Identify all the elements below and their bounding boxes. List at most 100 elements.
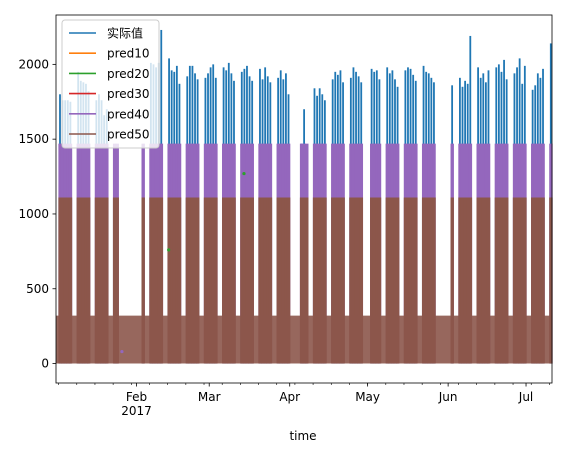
- pred50-peak-11: [97, 197, 101, 364]
- pred50-peak-60: [305, 197, 309, 364]
- pred50-peak-119: [538, 197, 543, 364]
- pred50-peak-98: [463, 197, 467, 364]
- pred50-peak-28: [185, 197, 190, 364]
- pred50-peak-12: [99, 197, 104, 364]
- legend-label-4: pred40: [107, 107, 150, 121]
- pred50-peak-51: [266, 197, 270, 364]
- x-tick-sublabel-0: 2017: [121, 404, 152, 418]
- pred50-peak-2: [63, 197, 67, 364]
- pred50-peak-16: [115, 197, 119, 364]
- pred50-peak-92: [427, 197, 431, 364]
- pred50-peak-67: [333, 197, 338, 364]
- pred50-peak-74: [357, 197, 361, 364]
- pred50-peak-79: [377, 197, 382, 364]
- pred50-peak-77: [372, 197, 377, 364]
- pred50-peak-7: [81, 197, 86, 364]
- pred50-peak-90: [421, 197, 426, 364]
- pred50-peak-38: [221, 197, 226, 364]
- pred50-peak-101: [476, 197, 480, 364]
- legend-box: [61, 19, 160, 149]
- pred50-peak-117: [533, 197, 538, 364]
- pred50-peak-33: [203, 197, 208, 364]
- x-tick-label-2: Apr: [279, 390, 300, 404]
- x-axis-label: time: [289, 429, 316, 443]
- pred50-peak-0: [58, 197, 62, 364]
- pred50-peak-70: [341, 197, 345, 364]
- pred50-peak-5: [76, 197, 80, 364]
- pred50-peak-93: [429, 197, 434, 364]
- pred50-peak-80: [385, 197, 390, 364]
- pred50-peak-19: [151, 197, 156, 364]
- pred50-peak-62: [315, 197, 319, 364]
- pred50-peak-42: [232, 197, 236, 364]
- pred50-peak-58: [299, 197, 304, 364]
- pred50-peak-8: [84, 197, 88, 364]
- pred50-peak-107: [497, 197, 501, 364]
- pred50-peak-57: [286, 197, 291, 364]
- pred50-peak-96: [458, 197, 462, 364]
- pred50-peak-44: [242, 197, 247, 364]
- pred50-peak-43: [240, 197, 244, 364]
- y-tick-label-3: 1500: [18, 132, 49, 146]
- pred50-peak-15: [112, 197, 117, 364]
- pred50-peak-103: [481, 197, 486, 364]
- pred50-peak-6: [79, 197, 83, 364]
- pred50-peak-75: [359, 197, 364, 364]
- pred50-peak-87: [408, 197, 413, 364]
- pred50-peak-66: [331, 197, 335, 364]
- pred50-peak-116: [531, 197, 535, 364]
- pred50-peak-13: [102, 197, 106, 364]
- pred50-peak-120: [541, 197, 545, 364]
- pred50-peak-59: [302, 197, 306, 364]
- pred50-peak-106: [494, 197, 499, 364]
- pred50-peak-40: [227, 197, 231, 364]
- legend-label-2: pred20: [107, 67, 150, 81]
- x-tick-label-1: Mar: [198, 390, 221, 404]
- pred50-peak-115: [523, 197, 527, 364]
- pred50-peak-34: [206, 197, 210, 364]
- pred50-peak-39: [224, 197, 228, 364]
- pred50-peak-89: [414, 197, 418, 364]
- pred50-peak-31: [193, 197, 197, 364]
- pred50-peak-4: [68, 197, 73, 364]
- pred50-peak-20: [154, 197, 158, 364]
- pred50-peak-88: [411, 197, 415, 364]
- x-tick-label-4: Jun: [438, 390, 458, 404]
- pred50-peak-47: [250, 197, 254, 364]
- notable-value-2: [242, 171, 246, 176]
- pred50-peak-71: [349, 197, 353, 364]
- pred50-peak-46: [247, 197, 252, 364]
- pred50-peak-84: [395, 197, 400, 364]
- pred50-peak-104: [484, 197, 488, 364]
- legend-label-3: pred30: [107, 87, 150, 101]
- pred50-peak-18: [149, 197, 153, 364]
- notable-value-0: [120, 349, 124, 354]
- pred50-peak-100: [468, 197, 473, 364]
- pred50-peak-81: [388, 197, 392, 364]
- pred50-peak-10: [94, 197, 99, 364]
- pred50-peak-30: [190, 197, 195, 364]
- pred50-peak-32: [196, 197, 200, 364]
- legend: 实际值 pred10 pred20 pred30 pred40 pred50: [61, 19, 160, 149]
- pred50-peak-64: [320, 197, 325, 364]
- pred50-peak-63: [318, 197, 322, 364]
- notable-value-1: [167, 248, 171, 252]
- pred50-peak-25: [172, 197, 177, 364]
- axes-frame: [55, 14, 553, 384]
- pred50-peak-118: [536, 197, 540, 364]
- pred50-peak-65: [323, 197, 327, 364]
- pred50-peak-111: [512, 197, 517, 364]
- pred50-peak-69: [338, 197, 343, 364]
- pred50-peak-3: [66, 197, 70, 364]
- y-tick-label-2: 1000: [18, 207, 49, 221]
- pred50-peak-9: [86, 197, 91, 364]
- pred50-peak-35: [209, 197, 213, 364]
- pred50-peak-50: [263, 197, 267, 364]
- pred50-peak-53: [276, 197, 280, 364]
- pred50-peak-97: [460, 197, 465, 364]
- axes-border: [55, 14, 553, 384]
- pred50-peak-102: [479, 197, 483, 364]
- pred50-peak-86: [406, 197, 410, 364]
